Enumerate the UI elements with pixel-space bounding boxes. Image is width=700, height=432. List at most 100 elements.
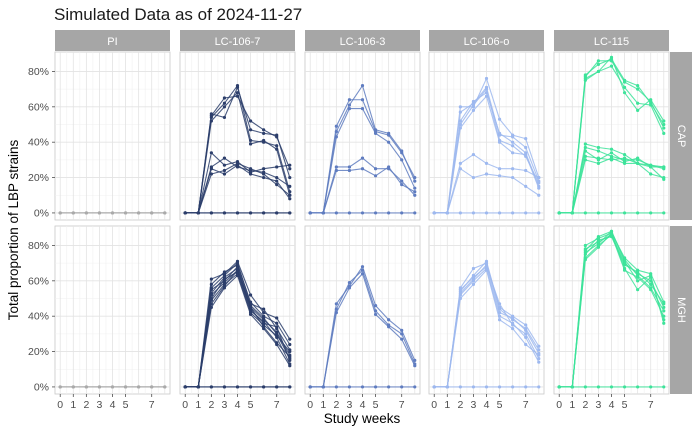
- data-point: [458, 211, 462, 215]
- y-tick-label: 40%: [28, 137, 49, 149]
- x-tick-label: 0: [307, 399, 313, 411]
- y-tick-label: 0%: [34, 381, 49, 393]
- data-point: [583, 78, 587, 82]
- data-point: [196, 385, 200, 389]
- data-point: [649, 165, 653, 169]
- data-point: [583, 211, 587, 215]
- data-point: [110, 385, 115, 389]
- data-point: [288, 349, 292, 354]
- data-point: [458, 167, 462, 171]
- x-tick-label: 2: [208, 399, 214, 411]
- data-point: [248, 385, 253, 389]
- data-point: [373, 211, 378, 215]
- x-tick-label: 4: [609, 399, 615, 411]
- x-tick-label: 4: [235, 399, 241, 411]
- x-tick-label: 5: [622, 399, 628, 411]
- data-point: [662, 119, 666, 123]
- data-point: [248, 211, 253, 215]
- data-point: [288, 337, 292, 341]
- data-point: [636, 161, 640, 166]
- data-point: [413, 211, 417, 215]
- series-group-LC-106-3-CAP: [308, 84, 417, 215]
- data-point: [373, 385, 378, 389]
- data-point: [471, 175, 476, 180]
- data-point: [288, 167, 292, 171]
- data-point: [622, 259, 627, 263]
- data-point: [248, 172, 253, 176]
- panel-LC-106-3-CAP: [304, 51, 421, 221]
- data-point: [275, 211, 279, 215]
- data-point: [622, 211, 627, 215]
- data-point: [524, 385, 528, 389]
- data-point: [235, 84, 240, 88]
- x-tick-label: 2: [83, 399, 89, 411]
- data-point: [445, 211, 449, 215]
- y-tick-label: 0%: [34, 207, 49, 219]
- data-point: [360, 98, 365, 102]
- data-point: [262, 172, 266, 176]
- data-point: [373, 128, 378, 132]
- data-point: [262, 316, 266, 320]
- data-point: [334, 129, 338, 134]
- data-point: [497, 318, 502, 322]
- data-point: [288, 364, 292, 368]
- data-point: [636, 275, 640, 279]
- data-point: [373, 303, 378, 308]
- data-point: [484, 172, 489, 176]
- data-point: [360, 156, 365, 160]
- data-point: [248, 167, 253, 171]
- data-point: [524, 211, 528, 215]
- data-point: [347, 103, 352, 107]
- row-strip: [670, 52, 692, 220]
- x-tick-label: 3: [222, 399, 228, 411]
- data-point: [511, 144, 515, 148]
- data-point: [596, 161, 601, 166]
- data-point: [209, 385, 213, 389]
- data-point: [636, 270, 640, 274]
- data-point: [413, 179, 417, 183]
- data-point: [413, 186, 417, 190]
- data-point: [537, 344, 541, 348]
- data-point: [458, 105, 462, 109]
- data-point: [609, 229, 614, 233]
- data-point: [622, 85, 627, 89]
- data-point: [596, 69, 601, 74]
- x-tick-label: 7: [274, 399, 280, 411]
- data-point: [413, 190, 417, 194]
- data-point: [262, 319, 266, 324]
- data-point: [511, 326, 515, 331]
- data-point: [321, 211, 325, 215]
- x-tick-label: 0: [556, 399, 562, 411]
- data-point: [373, 167, 378, 171]
- data-point: [97, 211, 102, 215]
- panel-PI-MGH: [54, 225, 171, 395]
- data-point: [334, 307, 338, 311]
- data-point: [400, 337, 404, 341]
- data-point: [458, 122, 462, 127]
- data-point: [400, 149, 404, 153]
- data-point: [209, 293, 213, 297]
- data-point: [471, 152, 476, 157]
- data-point: [636, 211, 640, 215]
- data-point: [235, 385, 240, 389]
- data-point: [583, 142, 587, 146]
- data-point: [636, 288, 640, 292]
- data-point: [471, 108, 476, 112]
- data-point: [497, 117, 502, 121]
- data-point: [484, 385, 489, 389]
- data-point: [511, 167, 515, 171]
- data-point: [570, 211, 574, 215]
- panel-PI-CAP: [54, 51, 171, 221]
- data-point: [334, 385, 338, 389]
- data-point: [235, 261, 240, 265]
- row-strip: [670, 226, 692, 394]
- data-point: [275, 175, 279, 180]
- data-point: [596, 238, 601, 242]
- x-tick-label: 5: [248, 399, 254, 411]
- data-point: [373, 131, 378, 135]
- data-point: [524, 152, 528, 157]
- data-point: [334, 124, 338, 128]
- x-tick-label: 3: [471, 399, 477, 411]
- data-point: [524, 335, 528, 340]
